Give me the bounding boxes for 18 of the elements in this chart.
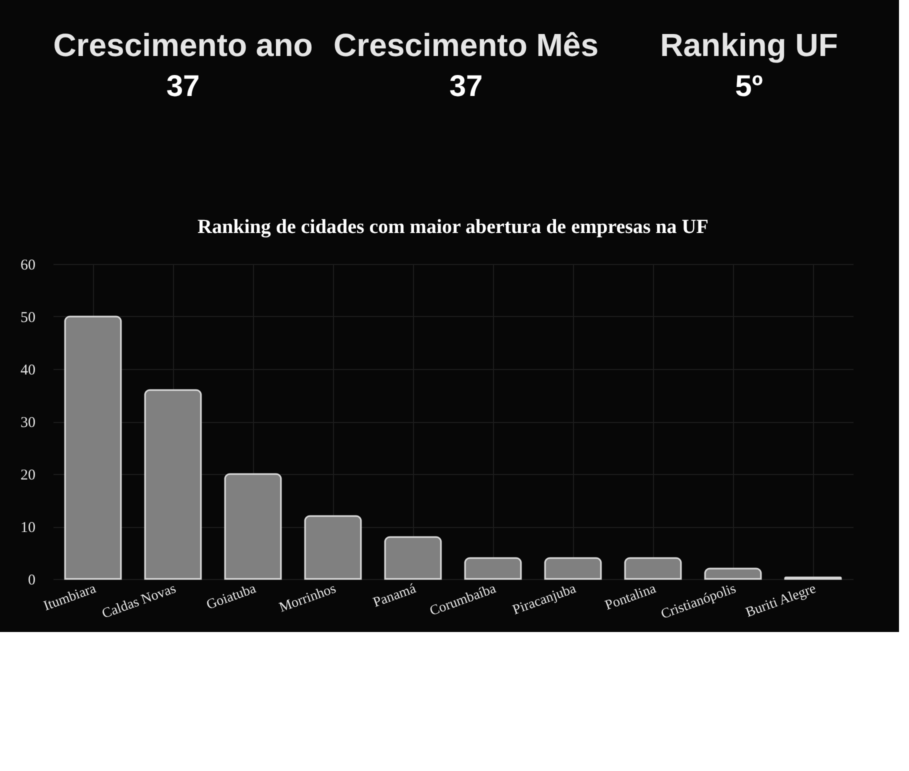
y-tick-label: 30 <box>20 415 36 431</box>
y-tick-label: 0 <box>28 572 36 588</box>
x-tick-label: Goiatuba <box>204 581 259 614</box>
x-tick-label: Buriti Alegre <box>744 582 818 621</box>
y-tick-label: 60 <box>20 258 36 274</box>
text: Crescimento ano <box>53 27 313 63</box>
y-tick-label: 40 <box>20 362 36 378</box>
text: 37 <box>449 70 483 103</box>
text: Ranking UF <box>660 27 838 63</box>
text: 37 <box>166 70 200 103</box>
text: Crescimento Mês <box>334 27 598 63</box>
x-tick-label: Caldas Novas <box>100 582 178 622</box>
y-tick-label: 50 <box>20 310 36 326</box>
y-tick-label: 20 <box>20 468 36 484</box>
x-tick-label: Pontalina <box>603 581 659 614</box>
chart-title: Ranking de cidades com maior abertura de empresas na UF <box>198 216 708 238</box>
text: 5º <box>735 70 763 103</box>
y-tick-label: 10 <box>20 520 36 536</box>
